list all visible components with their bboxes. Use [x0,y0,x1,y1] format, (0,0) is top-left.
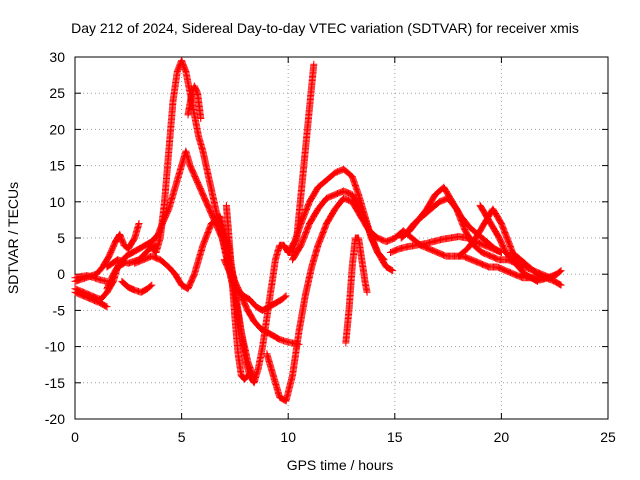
y-tick-label: -20 [45,411,65,427]
series-arc-9 [184,82,205,122]
series-arc-12 [222,201,252,383]
data-marker-path [71,288,111,311]
x-tick-label: 0 [71,429,79,445]
x-tick-label: 5 [178,429,186,445]
y-tick-label: 10 [49,194,65,210]
series-arc-23 [519,267,565,284]
chart-title: Day 212 of 2024, Sidereal Day-to-day VTE… [71,20,579,36]
y-tick-label: -5 [53,302,66,318]
x-tick-label: 10 [280,429,296,445]
axis-ticks: 0 5 10 15 20 25 -20 -15 -10 -5 0 5 10 15 20 25 30 [45,49,616,445]
x-axis-label: GPS time / hours [287,457,394,473]
y-tick-label: 20 [49,121,65,137]
y-axis-label: SDTVAR / TECUs [5,182,21,294]
data-marker-path [71,272,111,285]
y-tick-label: 25 [49,85,65,101]
y-tick-label: 15 [49,158,65,174]
y-tick-label: 30 [49,49,65,65]
y-tick-label: 5 [57,230,65,246]
data-marker-path [289,187,397,275]
series-arc-16 [342,234,371,347]
series-arc-3 [71,272,111,285]
data-marker-path [519,267,565,284]
series-arc-15 [289,187,397,275]
x-tick-label: 25 [600,429,616,445]
data-marker-path [184,82,205,122]
data-marker-path [342,234,371,347]
data-series [71,57,565,405]
x-tick-label: 20 [494,429,510,445]
series-arc-4 [71,288,111,311]
data-marker-path [222,201,252,383]
y-tick-label: -15 [45,375,65,391]
series-arc-7 [118,277,156,296]
x-tick-label: 15 [387,429,403,445]
y-tick-label: 0 [57,266,65,282]
data-marker-path [118,277,156,296]
y-tick-label: -10 [45,339,65,355]
